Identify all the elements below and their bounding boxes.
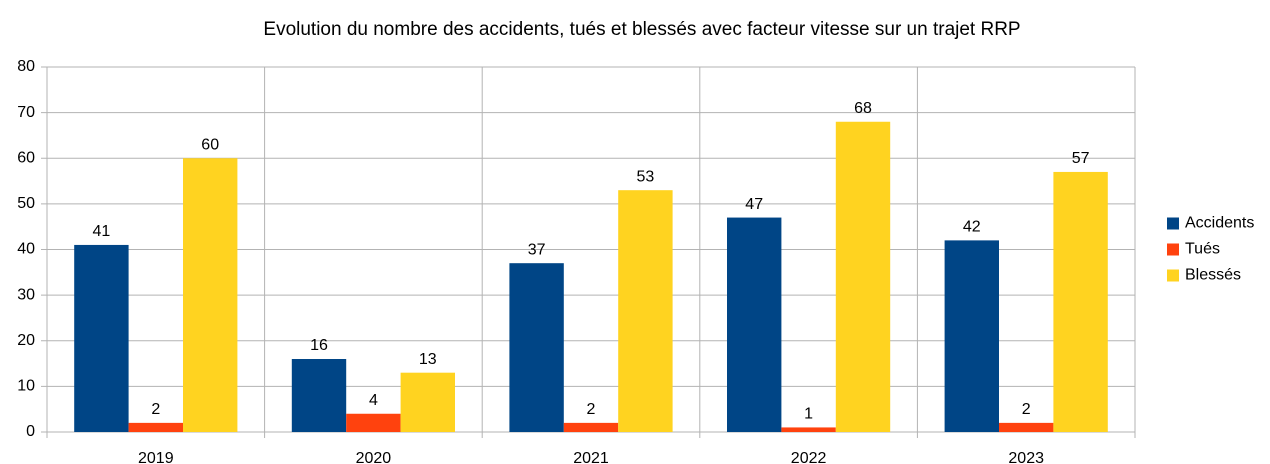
- bar: [944, 240, 999, 432]
- x-tick-label: 2023: [1008, 450, 1044, 464]
- x-tick-label: 2022: [791, 450, 827, 464]
- bar: [291, 359, 347, 432]
- bar: [509, 263, 564, 432]
- data-label: 60: [201, 136, 219, 153]
- data-label: 1: [804, 406, 813, 423]
- bar: [727, 217, 782, 432]
- data-label: 2: [1022, 401, 1031, 418]
- y-tick-label: 10: [17, 378, 35, 395]
- legend-label: Tués: [1185, 241, 1220, 258]
- y-tick-label: 30: [17, 286, 35, 303]
- data-label: 41: [93, 223, 111, 240]
- data-label: 13: [419, 351, 437, 368]
- bar: [74, 244, 129, 432]
- data-label: 2: [151, 401, 160, 418]
- data-label: 16: [310, 337, 328, 354]
- legend-label: Blessés: [1185, 267, 1241, 284]
- bar: [618, 190, 673, 432]
- bar: [183, 158, 238, 432]
- x-tick-label: 2020: [356, 450, 392, 464]
- bar: [128, 422, 183, 432]
- legend-swatch: [1167, 217, 1179, 230]
- bar: [1053, 171, 1108, 432]
- bar: [835, 121, 891, 432]
- bar: [563, 422, 619, 432]
- data-label: 68: [854, 100, 872, 117]
- y-tick-label: 80: [17, 58, 35, 75]
- data-label: 57: [1072, 150, 1090, 167]
- bar: [999, 422, 1054, 432]
- y-tick-label: 50: [17, 195, 35, 212]
- x-tick-label: 2021: [573, 450, 609, 464]
- y-tick-label: 20: [17, 332, 35, 349]
- y-tick-label: 70: [17, 104, 35, 121]
- x-tick-label: 2019: [138, 450, 174, 464]
- data-label: 47: [745, 196, 763, 213]
- legend-swatch: [1167, 269, 1179, 282]
- chart-title: Evolution du nombre des accidents, tués …: [263, 19, 1020, 40]
- data-label: 4: [369, 392, 378, 409]
- bar: [346, 413, 401, 432]
- y-tick-label: 40: [17, 241, 35, 258]
- data-label: 37: [528, 241, 546, 258]
- bar: [400, 372, 455, 432]
- legend-label: Accidents: [1185, 215, 1254, 232]
- y-tick-label: 0: [26, 423, 35, 440]
- legend-swatch: [1167, 243, 1179, 256]
- data-label: 53: [637, 168, 655, 185]
- data-label: 42: [963, 219, 981, 236]
- y-tick-label: 60: [17, 149, 35, 166]
- data-label: 2: [587, 401, 596, 418]
- bar: [781, 427, 836, 432]
